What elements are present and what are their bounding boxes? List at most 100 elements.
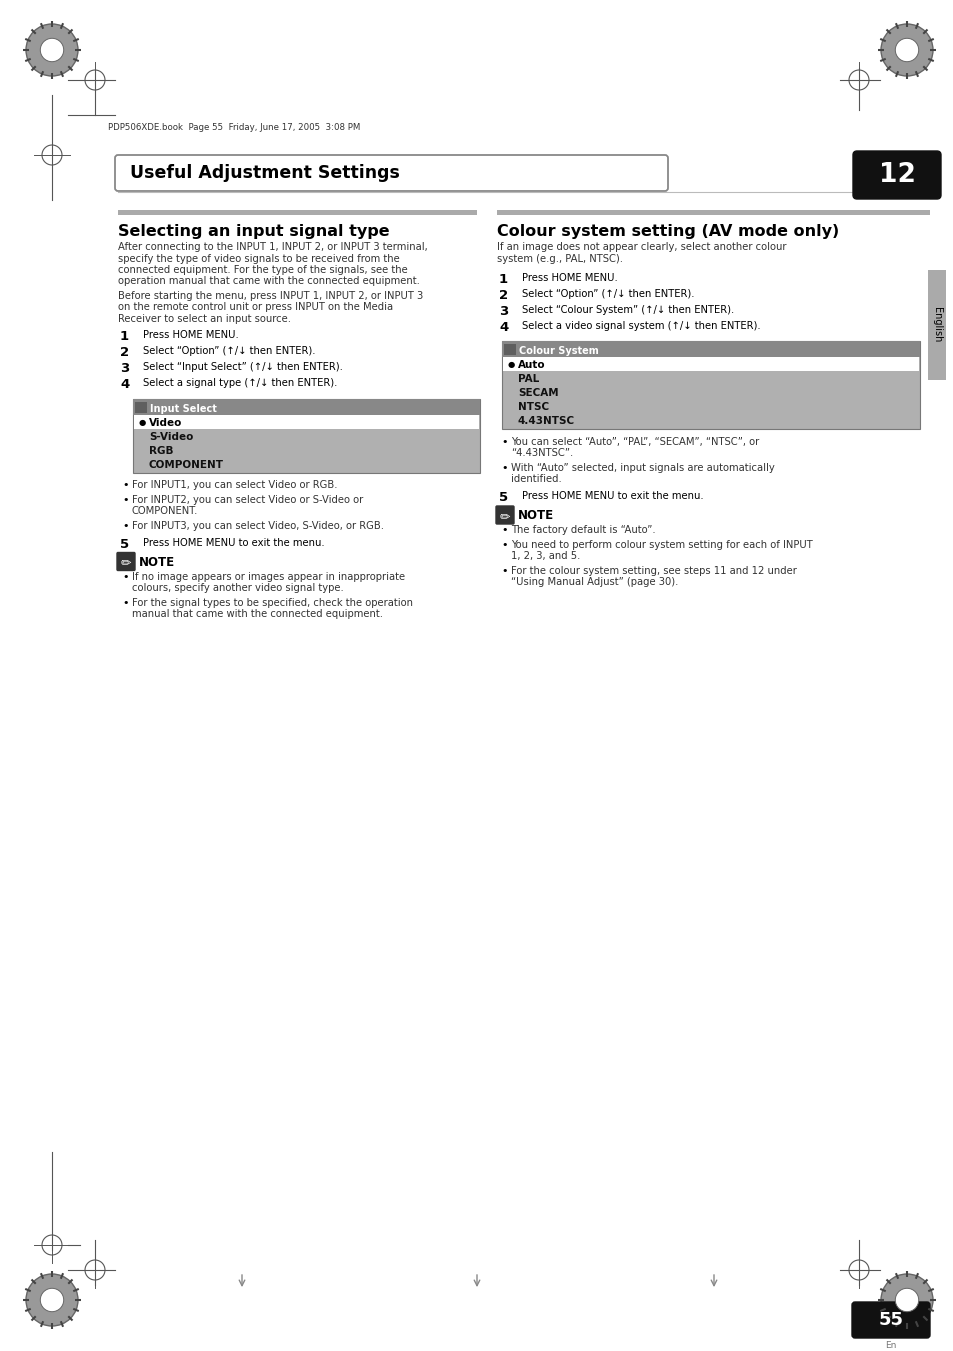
Text: Press HOME MENU to exit the menu.: Press HOME MENU to exit the menu. xyxy=(143,538,324,547)
Bar xyxy=(132,399,479,415)
Text: Press HOME MENU to exit the menu.: Press HOME MENU to exit the menu. xyxy=(521,490,703,501)
Text: 3: 3 xyxy=(498,305,508,317)
Bar xyxy=(503,345,516,355)
Text: colours, specify another video signal type.: colours, specify another video signal ty… xyxy=(132,584,343,593)
Text: COMPONENT.: COMPONENT. xyxy=(132,507,198,516)
FancyBboxPatch shape xyxy=(852,151,940,199)
Text: 5: 5 xyxy=(120,538,129,550)
Text: •: • xyxy=(122,521,129,531)
Text: “Using Manual Adjust” (page 30).: “Using Manual Adjust” (page 30). xyxy=(511,577,678,586)
Text: Useful Adjustment Settings: Useful Adjustment Settings xyxy=(130,163,399,182)
Text: PDP506XDE.book  Page 55  Friday, June 17, 2005  3:08 PM: PDP506XDE.book Page 55 Friday, June 17, … xyxy=(108,123,360,131)
Text: En: En xyxy=(884,1340,896,1350)
Text: For INPUT2, you can select Video or S-Video or: For INPUT2, you can select Video or S-Vi… xyxy=(132,494,363,505)
Text: Colour System: Colour System xyxy=(518,346,598,357)
Text: Select “Option” (↑/↓ then ENTER).: Select “Option” (↑/↓ then ENTER). xyxy=(143,346,315,357)
Text: The factory default is “Auto”.: The factory default is “Auto”. xyxy=(511,526,655,535)
FancyBboxPatch shape xyxy=(851,1302,929,1337)
FancyBboxPatch shape xyxy=(117,553,135,570)
Bar xyxy=(497,209,929,215)
Text: 2: 2 xyxy=(120,346,129,359)
Text: After connecting to the INPUT 1, INPUT 2, or INPUT 3 terminal,: After connecting to the INPUT 1, INPUT 2… xyxy=(118,242,427,253)
Text: COMPONENT: COMPONENT xyxy=(149,459,224,470)
Text: You need to perform colour system setting for each of INPUT: You need to perform colour system settin… xyxy=(511,539,812,550)
Circle shape xyxy=(880,1274,932,1325)
Circle shape xyxy=(880,24,932,76)
Bar xyxy=(501,340,919,357)
Text: operation manual that came with the connected equipment.: operation manual that came with the conn… xyxy=(118,277,419,286)
Text: •: • xyxy=(122,571,129,581)
Text: Receiver to select an input source.: Receiver to select an input source. xyxy=(118,313,291,324)
Text: You can select “Auto”, “PAL”, “SECAM”, “NTSC”, or: You can select “Auto”, “PAL”, “SECAM”, “… xyxy=(511,436,759,447)
Circle shape xyxy=(26,24,78,76)
Text: •: • xyxy=(122,494,129,505)
Text: 1: 1 xyxy=(120,331,129,343)
Text: ●: ● xyxy=(507,359,515,369)
Text: SECAM: SECAM xyxy=(517,388,558,399)
Text: NOTE: NOTE xyxy=(517,509,554,521)
Circle shape xyxy=(26,1274,78,1325)
Text: 1: 1 xyxy=(498,273,508,286)
Text: Select “Input Select” (↑/↓ then ENTER).: Select “Input Select” (↑/↓ then ENTER). xyxy=(143,362,342,373)
Text: Input Select: Input Select xyxy=(150,404,216,413)
Text: “4.43NTSC”.: “4.43NTSC”. xyxy=(511,449,573,458)
Text: Press HOME MENU.: Press HOME MENU. xyxy=(521,273,618,282)
Text: identified.: identified. xyxy=(511,474,561,485)
Text: RGB: RGB xyxy=(149,446,173,455)
Text: •: • xyxy=(500,566,507,576)
Text: •: • xyxy=(500,539,507,550)
Text: •: • xyxy=(500,436,507,447)
Text: English: English xyxy=(931,307,941,343)
Text: Select “Option” (↑/↓ then ENTER).: Select “Option” (↑/↓ then ENTER). xyxy=(521,289,694,299)
Bar xyxy=(135,401,147,412)
Text: Video: Video xyxy=(149,417,182,427)
Text: manual that came with the connected equipment.: manual that came with the connected equi… xyxy=(132,609,382,619)
Text: specify the type of video signals to be received from the: specify the type of video signals to be … xyxy=(118,254,399,263)
Text: For INPUT1, you can select Video or RGB.: For INPUT1, you can select Video or RGB. xyxy=(132,481,337,490)
Bar xyxy=(132,399,479,473)
Circle shape xyxy=(894,38,918,62)
Text: 4: 4 xyxy=(498,322,508,334)
Text: 12: 12 xyxy=(878,162,915,188)
Text: NTSC: NTSC xyxy=(517,403,549,412)
Circle shape xyxy=(40,38,64,62)
Bar xyxy=(501,340,919,430)
FancyBboxPatch shape xyxy=(496,507,514,524)
Text: ●: ● xyxy=(139,417,146,427)
Text: •: • xyxy=(122,597,129,608)
Circle shape xyxy=(40,1289,64,1312)
FancyBboxPatch shape xyxy=(115,155,667,190)
Text: •: • xyxy=(122,481,129,490)
Text: Before starting the menu, press INPUT 1, INPUT 2, or INPUT 3: Before starting the menu, press INPUT 1,… xyxy=(118,290,423,301)
Text: •: • xyxy=(500,463,507,473)
Text: PAL: PAL xyxy=(517,374,538,384)
Text: ✏: ✏ xyxy=(121,558,132,570)
Text: 2: 2 xyxy=(498,289,508,303)
Bar xyxy=(927,270,945,380)
Text: If no image appears or images appear in inappropriate: If no image appears or images appear in … xyxy=(132,571,405,581)
Bar xyxy=(133,415,478,428)
Text: 5: 5 xyxy=(498,490,508,504)
Text: 1, 2, 3, and 5.: 1, 2, 3, and 5. xyxy=(511,551,579,561)
Text: Colour system setting (AV mode only): Colour system setting (AV mode only) xyxy=(497,224,839,239)
Bar xyxy=(118,209,476,215)
Text: Press HOME MENU.: Press HOME MENU. xyxy=(143,331,238,340)
Text: Select a video signal system (↑/↓ then ENTER).: Select a video signal system (↑/↓ then E… xyxy=(521,322,760,331)
Circle shape xyxy=(894,1289,918,1312)
Text: NOTE: NOTE xyxy=(139,555,175,569)
Text: Auto: Auto xyxy=(517,359,545,370)
Text: For the colour system setting, see steps 11 and 12 under: For the colour system setting, see steps… xyxy=(511,566,796,576)
Text: 3: 3 xyxy=(120,362,129,376)
Text: •: • xyxy=(500,526,507,535)
Text: For INPUT3, you can select Video, S-Video, or RGB.: For INPUT3, you can select Video, S-Vide… xyxy=(132,521,384,531)
Text: Selecting an input signal type: Selecting an input signal type xyxy=(118,224,389,239)
Bar xyxy=(502,357,918,372)
Text: If an image does not appear clearly, select another colour: If an image does not appear clearly, sel… xyxy=(497,242,785,253)
Text: on the remote control unit or press INPUT on the Media: on the remote control unit or press INPU… xyxy=(118,303,393,312)
Text: S-Video: S-Video xyxy=(149,431,193,442)
Text: 4: 4 xyxy=(120,378,129,392)
Text: With “Auto” selected, input signals are automatically: With “Auto” selected, input signals are … xyxy=(511,463,774,473)
Text: Select “Colour System” (↑/↓ then ENTER).: Select “Colour System” (↑/↓ then ENTER). xyxy=(521,305,734,315)
Text: 4.43NTSC: 4.43NTSC xyxy=(517,416,575,426)
Text: connected equipment. For the type of the signals, see the: connected equipment. For the type of the… xyxy=(118,265,407,276)
